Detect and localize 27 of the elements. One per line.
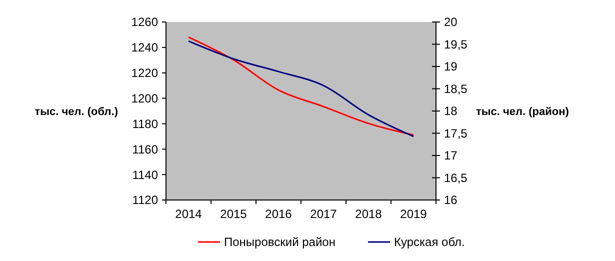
- y2-tick-label: 20: [444, 15, 458, 30]
- x-tick-label: 2014: [175, 207, 202, 221]
- y2-tick-label: 16,5: [444, 170, 468, 185]
- legend-label: Курская обл.: [394, 235, 465, 250]
- y-tick-label: 1220: [131, 66, 158, 80]
- x-tick-label: 2018: [355, 207, 382, 221]
- x-tick-label: 2015: [220, 207, 248, 221]
- y-tick-label: 1180: [132, 116, 158, 131]
- y2-tick-label: 17: [444, 148, 458, 163]
- y-tick-label: 1120: [132, 193, 158, 208]
- legend-label: Поныровский район: [224, 235, 336, 250]
- y2-tick-label: 18: [444, 104, 458, 118]
- y2-axis-title: тыс. чел. (район): [476, 106, 570, 118]
- y2-tick-label: 16: [444, 193, 458, 208]
- y-tick-label: 1240: [131, 40, 158, 55]
- y-axis-title: тыс. чел. (обл.): [34, 106, 118, 118]
- y-tick-label: 1200: [131, 91, 158, 106]
- x-tick-label: 2017: [310, 207, 338, 221]
- y2-tick-label: 17,5: [444, 126, 468, 140]
- y2-tick-label: 19,5: [444, 37, 468, 52]
- x-tick-label: 2016: [265, 207, 292, 221]
- x-tick-label: 2019: [400, 207, 428, 221]
- y-tick-label: 1260: [131, 15, 158, 30]
- y-tick-label: 1160: [132, 142, 158, 156]
- y2-tick-label: 18,5: [444, 82, 468, 96]
- y-tick-label: 1140: [132, 168, 158, 182]
- y2-tick-label: 19: [444, 60, 458, 74]
